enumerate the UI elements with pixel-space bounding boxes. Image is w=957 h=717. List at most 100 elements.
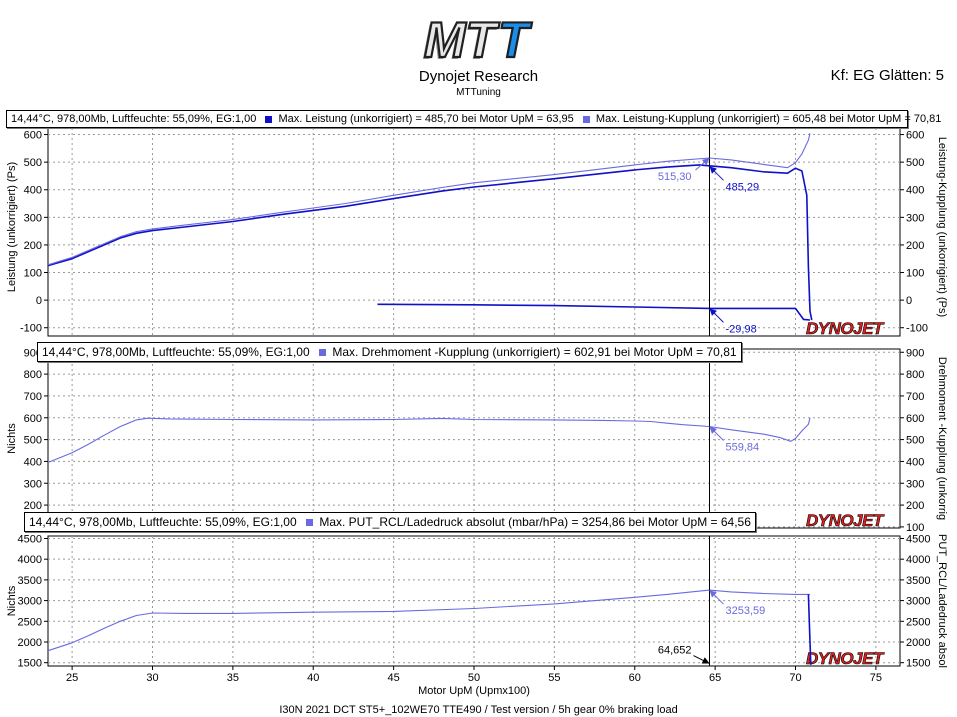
y-tick-label: 4500: [18, 533, 42, 545]
y-tick-label: 2000: [18, 637, 42, 649]
y-tick-label-right: 400: [906, 185, 924, 197]
y-tick-label: 4000: [18, 554, 42, 566]
y-tick-label: 400: [24, 185, 42, 197]
svg-text:T: T: [498, 12, 533, 64]
y-tick-label: 600: [24, 130, 42, 142]
x-tick-label: 75: [870, 672, 882, 684]
y-tick-label-right: 4000: [906, 554, 930, 566]
y-tick-label-right: 900: [906, 347, 924, 359]
dynojet-watermark: DYNOJET: [806, 511, 885, 530]
y-tick-label: 700: [24, 391, 42, 403]
annotation-label: 64,652: [658, 645, 692, 657]
annotation-label: 515,30: [658, 171, 692, 183]
x-tick-label: 65: [709, 672, 721, 684]
annotation-label: 559,84: [726, 441, 760, 453]
legend-swatch-light: [319, 349, 326, 357]
y-axis-title-right: Drehmoment -Kupplung (unkorrig: [936, 357, 948, 520]
y-tick-label: 400: [24, 456, 42, 468]
y-tick-label: 2500: [18, 616, 42, 628]
x-tick-label: 30: [146, 672, 158, 684]
y-axis-title-right: Leistung-Kupplung (unkorrigiert) (Ps): [936, 137, 948, 317]
legend-conditions: 14,44°C, 978,00Mb, Luftfeuchte: 55,09%, …: [29, 515, 297, 529]
legend-panel-3: 14,44°C, 978,00Mb, Luftfeuchte: 55,09%, …: [24, 512, 756, 532]
y-tick-label-right: 100: [906, 522, 924, 534]
x-tick-label: 25: [66, 672, 78, 684]
legend-series-power: Max. Leistung (unkorrigiert) = 485,70 be…: [278, 113, 574, 125]
y-tick-label: 3000: [18, 596, 42, 608]
run-description: I30N 2021 DCT ST5+_102WE70 TTE490 / Test…: [279, 704, 678, 716]
legend-series-boost: Max. PUT_RCL/Ladedruck absolut (mbar/hPa…: [319, 515, 751, 529]
annotation-arrowhead: [701, 657, 710, 664]
x-tick-label: 45: [387, 672, 399, 684]
y-tick-label: 0: [36, 295, 42, 307]
series-line-1: [47, 589, 810, 652]
legend-panel-2: 14,44°C, 978,00Mb, Luftfeuchte: 55,09%, …: [37, 342, 742, 362]
y-tick-label-right: 500: [906, 157, 924, 169]
legend-series-torque: Max. Drehmoment -Kupplung (unkorrigiert)…: [332, 345, 737, 359]
y-tick-label-right: 400: [906, 456, 924, 468]
y-tick-label: 600: [24, 413, 42, 425]
annotation-arrowhead: [709, 590, 717, 598]
mtt-logo: MT MT T: [422, 12, 534, 64]
y-tick-label: 100: [24, 268, 42, 280]
y-tick-label-right: 2500: [906, 616, 930, 628]
x-axis-title: Motor UpM (Upmx100): [418, 685, 530, 697]
series-line-2: [47, 133, 811, 266]
series-line-3: [377, 303, 811, 321]
series-line-2: [807, 594, 812, 665]
y-axis-title: Nichts: [6, 585, 18, 616]
dynojet-watermark: DYNOJET: [806, 319, 885, 338]
y-tick-label-right: 300: [906, 478, 924, 490]
y-tick-label: 200: [24, 500, 42, 512]
y-tick-label-right: 0: [906, 295, 912, 307]
page-subtitle: MTTuning: [456, 87, 501, 98]
y-tick-label: 500: [24, 435, 42, 447]
y-tick-label-right: 2000: [906, 637, 930, 649]
y-tick-label: 500: [24, 157, 42, 169]
annotation-arrowhead: [709, 308, 717, 316]
legend-conditions: 14,44°C, 978,00Mb, Luftfeuchte: 55,09%, …: [42, 345, 310, 359]
annotation-arrowhead: [709, 426, 717, 434]
y-tick-label-right: 200: [906, 240, 924, 252]
y-tick-label-right: 600: [906, 413, 924, 425]
annotation-arrowhead: [709, 166, 717, 174]
chart-panel-2: 1001002002003003004004005005006006007007…: [6, 347, 948, 534]
y-tick-label-right: 300: [906, 212, 924, 224]
x-tick-label: 55: [548, 672, 560, 684]
chart-panel-3: 1500 1500 2000 2000 2500 2500 3000 3000 3500 3500…: [6, 533, 948, 697]
y-tick-label-right: 4500: [906, 533, 930, 545]
x-tick-label: 70: [789, 672, 801, 684]
y-tick-label-right: 600: [906, 130, 924, 142]
page-title: Dynojet Research: [418, 68, 539, 85]
legend-swatch-dark: [265, 115, 273, 123]
y-tick-label: 1500: [18, 658, 42, 670]
y-axis-title: Leistung (unkorrigiert) (Ps): [6, 162, 18, 292]
y-tick-label-right: 800: [906, 369, 924, 381]
x-tick-label: 40: [307, 672, 319, 684]
y-tick-label: 300: [24, 478, 42, 490]
y-axis-title: Nichts: [6, 423, 18, 454]
series-line-1: [47, 417, 811, 464]
y-tick-label: 300: [24, 212, 42, 224]
y-tick-label: -100: [20, 323, 42, 335]
annotation-label: 485,29: [726, 181, 760, 193]
y-tick-label-right: 3500: [906, 575, 930, 587]
x-tick-label: 35: [227, 672, 239, 684]
y-tick-label-right: 700: [906, 391, 924, 403]
svg-text:MT: MT: [424, 12, 501, 64]
annotation-label: -29,98: [726, 323, 757, 335]
svg-text:MT: MT: [422, 14, 499, 64]
dynojet-watermark: DYNOJET: [806, 649, 885, 668]
smoothing-label: Kf: EG Glätten: 5: [830, 67, 944, 84]
annotation-label: 3253,59: [726, 605, 766, 617]
y-tick-label-right: 1500: [906, 658, 930, 670]
y-tick-label: 200: [24, 240, 42, 252]
legend-panel-1: 14,44°C, 978,00Mb, Luftfeuchte: 55,09%, …: [6, 110, 941, 128]
y-tick-label-right: 200: [906, 500, 924, 512]
legend-conditions: 14,44°C, 978,00Mb, Luftfeuchte: 55,09%, …: [11, 113, 257, 125]
y-tick-label: 800: [24, 369, 42, 381]
y-tick-label-right: 500: [906, 435, 924, 447]
legend-swatch-light: [582, 115, 590, 123]
y-tick-label: 3500: [18, 575, 42, 587]
